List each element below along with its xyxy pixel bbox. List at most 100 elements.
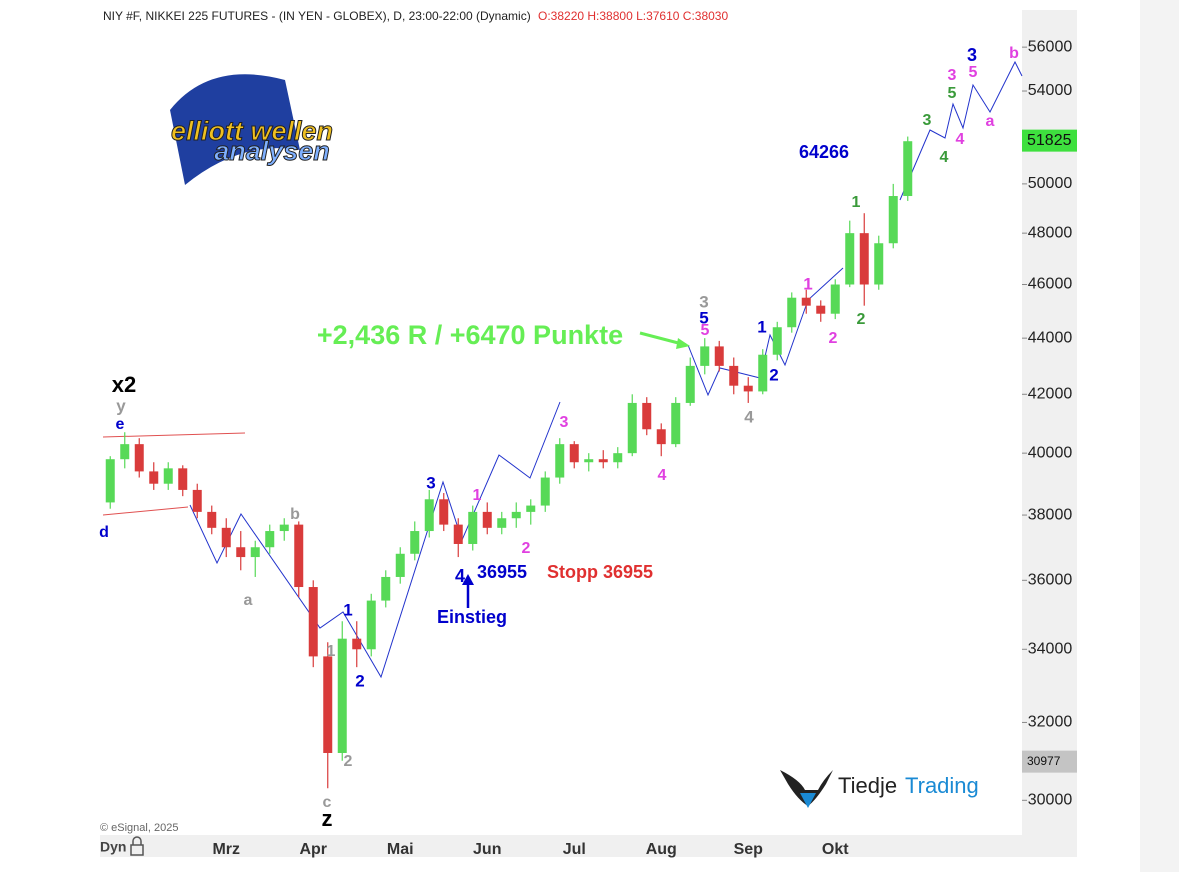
candle-body bbox=[845, 233, 855, 285]
wave-label: 2 bbox=[769, 365, 778, 384]
wave-label: z bbox=[322, 806, 333, 831]
candle-body bbox=[830, 284, 840, 314]
candle-body bbox=[700, 346, 710, 366]
wave-label: b bbox=[290, 506, 300, 523]
lock-icon bbox=[130, 836, 144, 856]
trend-line bbox=[102, 432, 246, 438]
wave-label: 3 bbox=[426, 473, 435, 492]
candle-body bbox=[772, 327, 782, 355]
candle-body bbox=[555, 444, 565, 478]
price-badge-label: 51825 bbox=[1027, 132, 1072, 149]
wave-label: 5 bbox=[701, 322, 710, 339]
x-tick-label: Aug bbox=[646, 841, 677, 858]
wave-label: 4 bbox=[455, 566, 465, 586]
candle-body bbox=[395, 553, 405, 577]
wave-label: 5 bbox=[969, 64, 978, 81]
logo-top: elliott wellen bbox=[171, 116, 333, 146]
side-strip bbox=[1140, 0, 1179, 872]
wave-label: 2 bbox=[522, 540, 531, 557]
wave-label: 1 bbox=[327, 643, 336, 660]
trend-line bbox=[102, 506, 189, 516]
wave-label: 4 bbox=[956, 131, 965, 148]
candle-body bbox=[482, 511, 492, 528]
wave-label: 4 bbox=[658, 467, 667, 484]
candle-body bbox=[250, 547, 260, 558]
candle-body bbox=[236, 547, 246, 558]
wave-label: b bbox=[1009, 45, 1019, 62]
wave-label: 1 bbox=[803, 274, 812, 293]
y-tick-label: 56000 bbox=[1028, 38, 1073, 55]
candle-body bbox=[743, 385, 753, 392]
y-tick-label: 40000 bbox=[1028, 444, 1073, 461]
y-tick-label: 30000 bbox=[1028, 792, 1073, 809]
y-tick-label: 44000 bbox=[1028, 329, 1073, 346]
wave-label: y bbox=[116, 396, 126, 415]
wave-label: 2 bbox=[355, 671, 364, 690]
candle-body bbox=[178, 468, 188, 490]
price-badge bbox=[1022, 129, 1077, 152]
brand-blue: Trading bbox=[905, 773, 979, 798]
wave-label: 3 bbox=[948, 67, 957, 84]
ewa-logo: elliott wellen analysen bbox=[170, 74, 334, 185]
wave-label: 1 bbox=[473, 487, 482, 504]
tiedje-logo: Tiedje Trading bbox=[780, 770, 979, 808]
wave-label: 5 bbox=[699, 308, 708, 327]
candle-body bbox=[613, 453, 623, 463]
candle-body bbox=[453, 524, 463, 544]
wave-label: c bbox=[323, 794, 332, 811]
wave-label: 3 bbox=[923, 112, 932, 129]
logo-bottom: analysen bbox=[214, 136, 330, 166]
x-tick-label: Jul bbox=[563, 841, 586, 858]
candle-body bbox=[294, 524, 304, 588]
y-tick-label: 32000 bbox=[1028, 714, 1073, 731]
wave-label: d bbox=[99, 524, 109, 541]
copyright: © eSignal, 2025 bbox=[100, 822, 178, 834]
candle-body bbox=[308, 587, 318, 657]
candle-body bbox=[642, 402, 652, 430]
candle-body bbox=[337, 638, 347, 753]
candle-body bbox=[265, 531, 275, 548]
wave-label: 1 bbox=[852, 194, 861, 211]
arrowhead bbox=[462, 574, 474, 585]
candle-body bbox=[381, 576, 391, 601]
candle-body bbox=[598, 459, 608, 463]
wave-label: Einstieg bbox=[437, 607, 507, 627]
candle-body bbox=[207, 511, 217, 528]
wave-label: 3 bbox=[699, 292, 708, 311]
candle-body bbox=[787, 297, 797, 328]
candle-body bbox=[714, 346, 724, 366]
candle-body bbox=[859, 233, 869, 285]
y-tick-label: 50000 bbox=[1028, 175, 1073, 192]
y-tick-label: 48000 bbox=[1028, 224, 1073, 241]
wave-label: 36955 bbox=[477, 562, 527, 582]
x-tick-label: Apr bbox=[299, 841, 327, 858]
brand-dark: Tiedje bbox=[838, 773, 897, 798]
candle-body bbox=[569, 444, 579, 463]
candle-body bbox=[323, 656, 333, 753]
candle-body bbox=[424, 499, 434, 532]
y-tick-label: 34000 bbox=[1028, 640, 1073, 657]
period-label: Dyn bbox=[100, 839, 126, 855]
candle-body bbox=[279, 524, 289, 532]
candle-body bbox=[105, 459, 115, 503]
candle-body bbox=[758, 354, 768, 392]
candle-body bbox=[526, 505, 536, 512]
candle-body bbox=[192, 489, 202, 512]
candle-body bbox=[439, 499, 449, 525]
wave-label: 3 bbox=[967, 45, 977, 65]
x-tick-label: Okt bbox=[822, 841, 849, 858]
y-tick-label: 38000 bbox=[1028, 506, 1073, 523]
candle-body bbox=[671, 402, 681, 445]
candle-body bbox=[888, 196, 898, 244]
projection-line bbox=[899, 60, 1023, 201]
candle-body bbox=[685, 365, 695, 403]
wave-label: 64266 bbox=[799, 142, 849, 162]
ohlc-text: O:38220 H:38800 L:37610 C:38030 bbox=[538, 9, 728, 23]
x-tick-label: Mai bbox=[387, 841, 414, 858]
wave-label: +2,436 R / +6470 Punkte bbox=[317, 320, 623, 350]
chart-title: NIY #F, NIKKEI 225 FUTURES - (IN YEN - G… bbox=[103, 9, 531, 23]
candle-body bbox=[366, 600, 376, 650]
candle-body bbox=[801, 297, 811, 306]
